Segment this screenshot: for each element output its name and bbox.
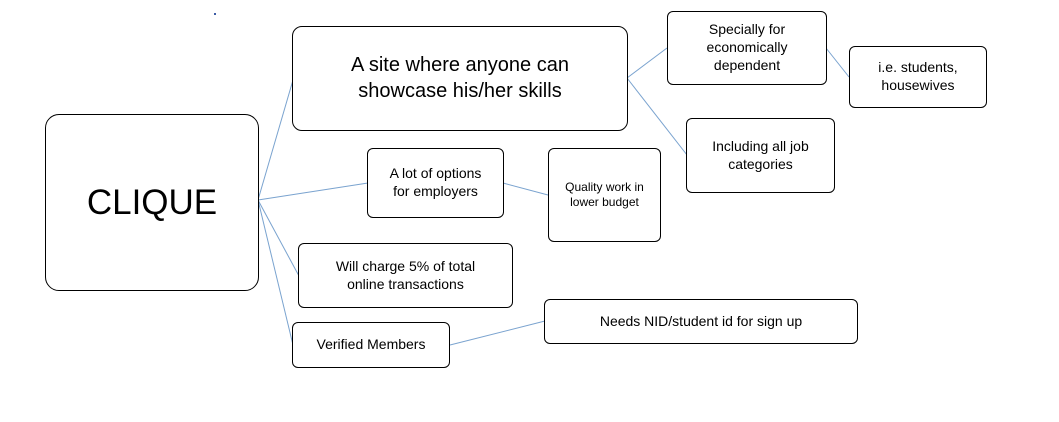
- node-options: A lot of options for employers: [367, 148, 504, 218]
- node-students: i.e. students, housewives: [849, 46, 987, 108]
- connector-root-charge: [257, 199, 300, 277]
- node-nid: Needs NID/student id for sign up: [544, 299, 858, 344]
- connector-options-quality: [502, 182, 549, 196]
- node-jobs-label: Including all job categories: [712, 137, 809, 172]
- node-options-label: A lot of options for employers: [389, 165, 482, 199]
- node-econ-label: Specially for economically dependent: [706, 21, 788, 73]
- connector-showcase-jobs: [626, 77, 688, 156]
- node-charge: Will charge 5% of total online transacti…: [298, 243, 513, 308]
- node-verified-label: Verified Members: [316, 336, 426, 353]
- stray-dot: [214, 13, 216, 15]
- node-verified: Verified Members: [292, 322, 450, 368]
- connector-root-options: [257, 182, 369, 201]
- node-nid-label: Needs NID/student id for sign up: [599, 312, 803, 329]
- node-root: CLIQUE: [45, 114, 259, 291]
- connector-root-showcase: [257, 79, 294, 201]
- node-root-label: CLIQUE: [86, 183, 218, 222]
- node-showcase: A site where anyone can showcase his/her…: [292, 26, 628, 131]
- node-students-label: i.e. students, housewives: [878, 59, 958, 93]
- node-econ: Specially for economically dependent: [667, 11, 827, 85]
- connector-root-verified: [257, 199, 294, 346]
- connector-econ-students: [825, 47, 850, 78]
- connector-showcase-econ: [626, 47, 668, 79]
- node-jobs: Including all job categories: [686, 118, 835, 193]
- node-showcase-label: A site where anyone can showcase his/her…: [351, 53, 569, 102]
- node-quality: Quality work in lower budget: [548, 148, 661, 242]
- node-quality-label: Quality work in lower budget: [565, 179, 644, 209]
- connector-verified-nid: [449, 320, 546, 346]
- node-charge-label: Will charge 5% of total online transacti…: [335, 257, 476, 292]
